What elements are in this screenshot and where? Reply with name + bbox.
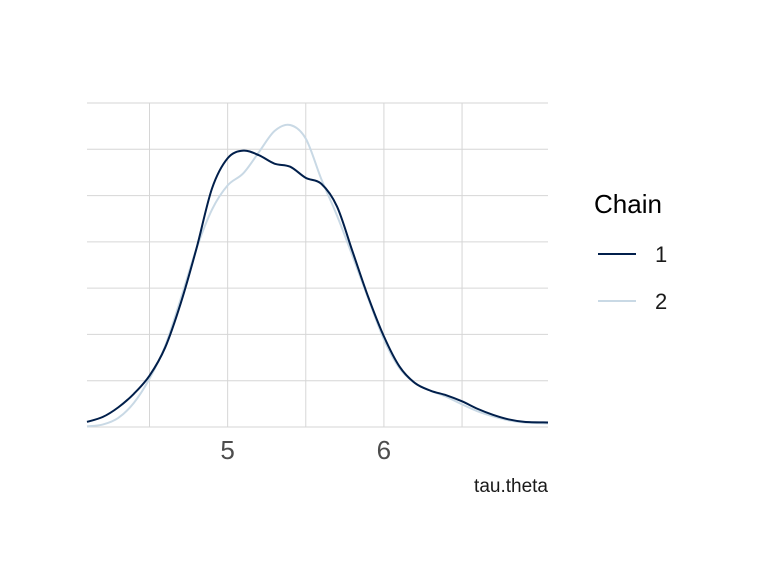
x-tick-label: 6: [377, 435, 391, 465]
series-line-chain-1: [86, 149, 549, 424]
legend-title: Chain: [594, 189, 662, 219]
legend-label: 1: [655, 242, 667, 267]
x-tick-label: 5: [220, 435, 234, 465]
series-layer: [86, 123, 549, 428]
legend-entries: 12: [598, 242, 667, 314]
x-axis-title: tau.theta: [474, 476, 548, 497]
legend-entry-2: 2: [598, 289, 667, 314]
legend-label: 2: [655, 289, 667, 314]
legend: Chain 12: [594, 189, 667, 314]
grid-layer: [87, 102, 548, 428]
legend-entry-1: 1: [598, 242, 667, 267]
